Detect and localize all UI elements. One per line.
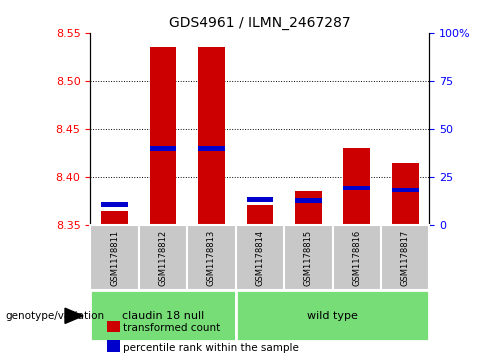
Bar (392, 163, 419, 225)
Text: GSM1178813: GSM1178813 (207, 230, 216, 286)
Bar (150, 146, 176, 151)
Text: GSM1178815: GSM1178815 (304, 230, 313, 286)
Text: genotype/variation: genotype/variation (5, 311, 104, 321)
Text: GSM1178817: GSM1178817 (401, 230, 410, 286)
Bar (392, 188, 419, 192)
Bar (381, 225, 429, 290)
Text: GSM1178811: GSM1178811 (110, 230, 119, 286)
Bar (332, 225, 381, 290)
Bar (90, 290, 236, 341)
Text: wild type: wild type (307, 311, 358, 321)
Bar (246, 197, 273, 202)
Bar (295, 198, 322, 203)
Bar (246, 205, 273, 225)
Text: transformed count: transformed count (123, 323, 220, 333)
Text: GSM1178814: GSM1178814 (255, 230, 264, 286)
Text: claudin 18 null: claudin 18 null (122, 311, 204, 321)
Polygon shape (65, 308, 83, 323)
Bar (198, 47, 225, 225)
Text: percentile rank within the sample: percentile rank within the sample (123, 343, 299, 353)
Bar (344, 148, 370, 225)
Bar (344, 185, 370, 191)
Bar (101, 202, 128, 207)
Bar (295, 191, 322, 225)
Text: GSM1178812: GSM1178812 (159, 230, 167, 286)
Text: GSM1178816: GSM1178816 (352, 230, 361, 286)
Title: GDS4961 / ILMN_2467287: GDS4961 / ILMN_2467287 (169, 16, 351, 30)
Bar (198, 146, 225, 151)
Bar (187, 225, 236, 290)
Bar (236, 290, 429, 341)
Bar (139, 225, 187, 290)
Bar (284, 225, 332, 290)
Bar (90, 225, 139, 290)
Bar (101, 211, 128, 225)
Bar (150, 47, 176, 225)
Bar (236, 225, 284, 290)
